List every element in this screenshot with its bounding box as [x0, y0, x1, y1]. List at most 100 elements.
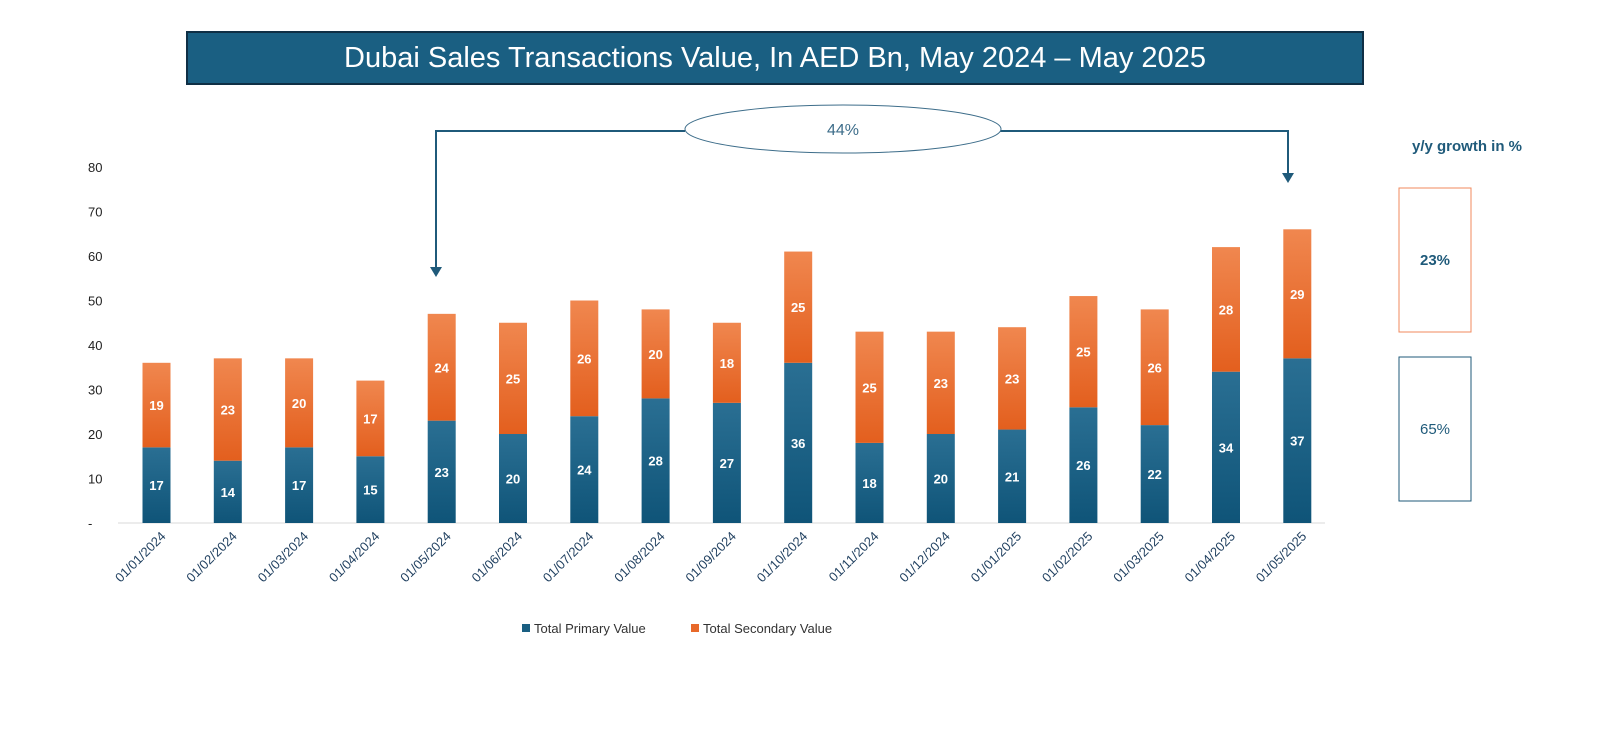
bar-value-label-primary: 20: [506, 472, 520, 487]
x-tick-label: 01/10/2024: [754, 529, 811, 586]
bar-value-label-secondary: 26: [1147, 360, 1161, 375]
x-tick-label: 01/08/2024: [611, 529, 668, 586]
bar-secondary: [1069, 296, 1098, 408]
bar-secondary: [570, 300, 599, 417]
legend-label-primary: Total Primary Value: [534, 621, 646, 636]
bar-value-label-primary: 37: [1290, 434, 1304, 449]
bar-primary: [998, 429, 1027, 523]
callout-bracket-right: [1000, 130, 1289, 174]
y-tick-label: 40: [88, 338, 102, 353]
bar-primary: [784, 362, 813, 523]
bar-value-label-secondary: 25: [1076, 345, 1090, 360]
bar-secondary: [998, 327, 1027, 430]
bar-secondary: [499, 322, 527, 434]
bar-primary: [142, 447, 171, 523]
bar-value-label-primary: 26: [1076, 458, 1090, 473]
bar-primary: [855, 442, 884, 523]
bar-primary: [499, 434, 527, 523]
bar-value-label-primary: 18: [862, 476, 876, 491]
bar-value-label-secondary: 24: [434, 360, 449, 375]
bar-value-label-secondary: 29: [1290, 287, 1304, 302]
bar-value-label-secondary: 23: [934, 376, 948, 391]
bar-primary: [641, 398, 670, 523]
bar-value-label-primary: 17: [292, 478, 306, 493]
growth-panel: y/y growth in % 23% 65%: [1398, 138, 1522, 502]
bar-primary: [1140, 425, 1169, 523]
bar-secondary: [641, 309, 670, 399]
primary-growth-box: [1398, 356, 1472, 502]
bar-primary: [570, 416, 599, 523]
bar-value-label-secondary: 20: [648, 347, 662, 362]
x-tick-label: 01/03/2024: [255, 529, 312, 586]
bar-value-label-primary: 28: [648, 454, 662, 469]
bar-value-label-secondary: 26: [577, 351, 591, 366]
bar-value-label-primary: 23: [434, 465, 448, 480]
bar-primary: [1069, 407, 1098, 523]
x-tick-label: 01/11/2024: [826, 529, 882, 585]
x-tick-label: 01/01/2025: [968, 529, 1025, 586]
bar-value-label-secondary: 25: [791, 300, 805, 315]
bar-secondary: [855, 331, 884, 443]
bar-value-label-primary: 17: [149, 478, 163, 493]
bar-value-label-secondary: 23: [221, 403, 235, 418]
bar-value-label-primary: 34: [1219, 440, 1234, 455]
x-tick-label: 01/01/2024: [112, 529, 169, 586]
bar-value-label-secondary: 23: [1005, 371, 1019, 386]
bar-value-label-secondary: 20: [292, 396, 306, 411]
secondary-growth-box: [1398, 187, 1472, 333]
bar-primary: [712, 402, 741, 523]
bar-value-label-primary: 15: [363, 483, 377, 498]
x-tick-label: 01/04/2024: [326, 529, 383, 586]
bar-primary: [1283, 358, 1312, 523]
y-tick-label: -: [88, 516, 92, 531]
bar-secondary: [142, 362, 171, 448]
bar-primary: [926, 434, 955, 523]
bar-secondary: [427, 313, 456, 421]
x-tick-label: 01/03/2025: [1110, 529, 1167, 586]
bar-value-label-primary: 20: [934, 472, 948, 487]
callout-arrow-left-icon: [430, 267, 442, 277]
y-tick-label: 10: [88, 472, 102, 487]
legend-swatch-primary: [522, 624, 530, 632]
x-tick-label: 01/07/2024: [540, 529, 597, 586]
bar-value-label-secondary: 25: [862, 380, 876, 395]
bar-primary: [1212, 371, 1240, 523]
y-tick-label: 60: [88, 249, 102, 264]
bar-value-label-secondary: 28: [1219, 302, 1233, 317]
x-axis: 01/01/2024 01/02/2024 01/03/2024 01/04/2024…: [112, 529, 1309, 586]
bar-secondary: [213, 358, 242, 461]
y-tick-label: 20: [88, 427, 102, 442]
x-tick-label: 01/05/2024: [397, 529, 454, 586]
callout-bracket-left: [435, 130, 685, 268]
legend-swatch-secondary: [691, 624, 699, 632]
bar-secondary: [926, 331, 955, 434]
bar-value-label-secondary: 19: [149, 398, 163, 413]
primary-growth-value: 65%: [1420, 421, 1450, 438]
bar-primary: [356, 456, 385, 523]
bar-secondary: [285, 358, 314, 448]
x-tick-label: 01/05/2025: [1253, 529, 1310, 586]
legend-label-secondary: Total Secondary Value: [703, 621, 832, 636]
secondary-growth-value: 23%: [1420, 252, 1450, 269]
bar-value-label-primary: 27: [720, 456, 734, 471]
y-tick-label: 70: [88, 205, 102, 220]
y-tick-label: 80: [88, 160, 102, 175]
bar-value-label-secondary: 25: [506, 371, 520, 386]
x-tick-label: 01/02/2024: [183, 529, 240, 586]
growth-callout: 44%: [430, 104, 1294, 277]
x-tick-label: 01/09/2024: [682, 529, 739, 586]
x-tick-label: 01/12/2024: [896, 529, 953, 586]
legend: Total Primary Value Total Secondary Valu…: [522, 621, 832, 636]
callout-label: 44%: [827, 122, 859, 139]
x-tick-label: 01/02/2025: [1039, 529, 1096, 586]
growth-heading: y/y growth in %: [1412, 138, 1522, 155]
bar-secondary: [784, 251, 813, 363]
bar-value-label-primary: 24: [577, 463, 592, 478]
callout-ellipse: [684, 104, 1002, 154]
bar-value-label-primary: 14: [221, 485, 236, 500]
bar-primary: [427, 420, 456, 523]
bar-value-label-secondary: 18: [720, 356, 734, 371]
bar-value-label-primary: 21: [1005, 469, 1019, 484]
bar-secondary: [356, 380, 385, 457]
